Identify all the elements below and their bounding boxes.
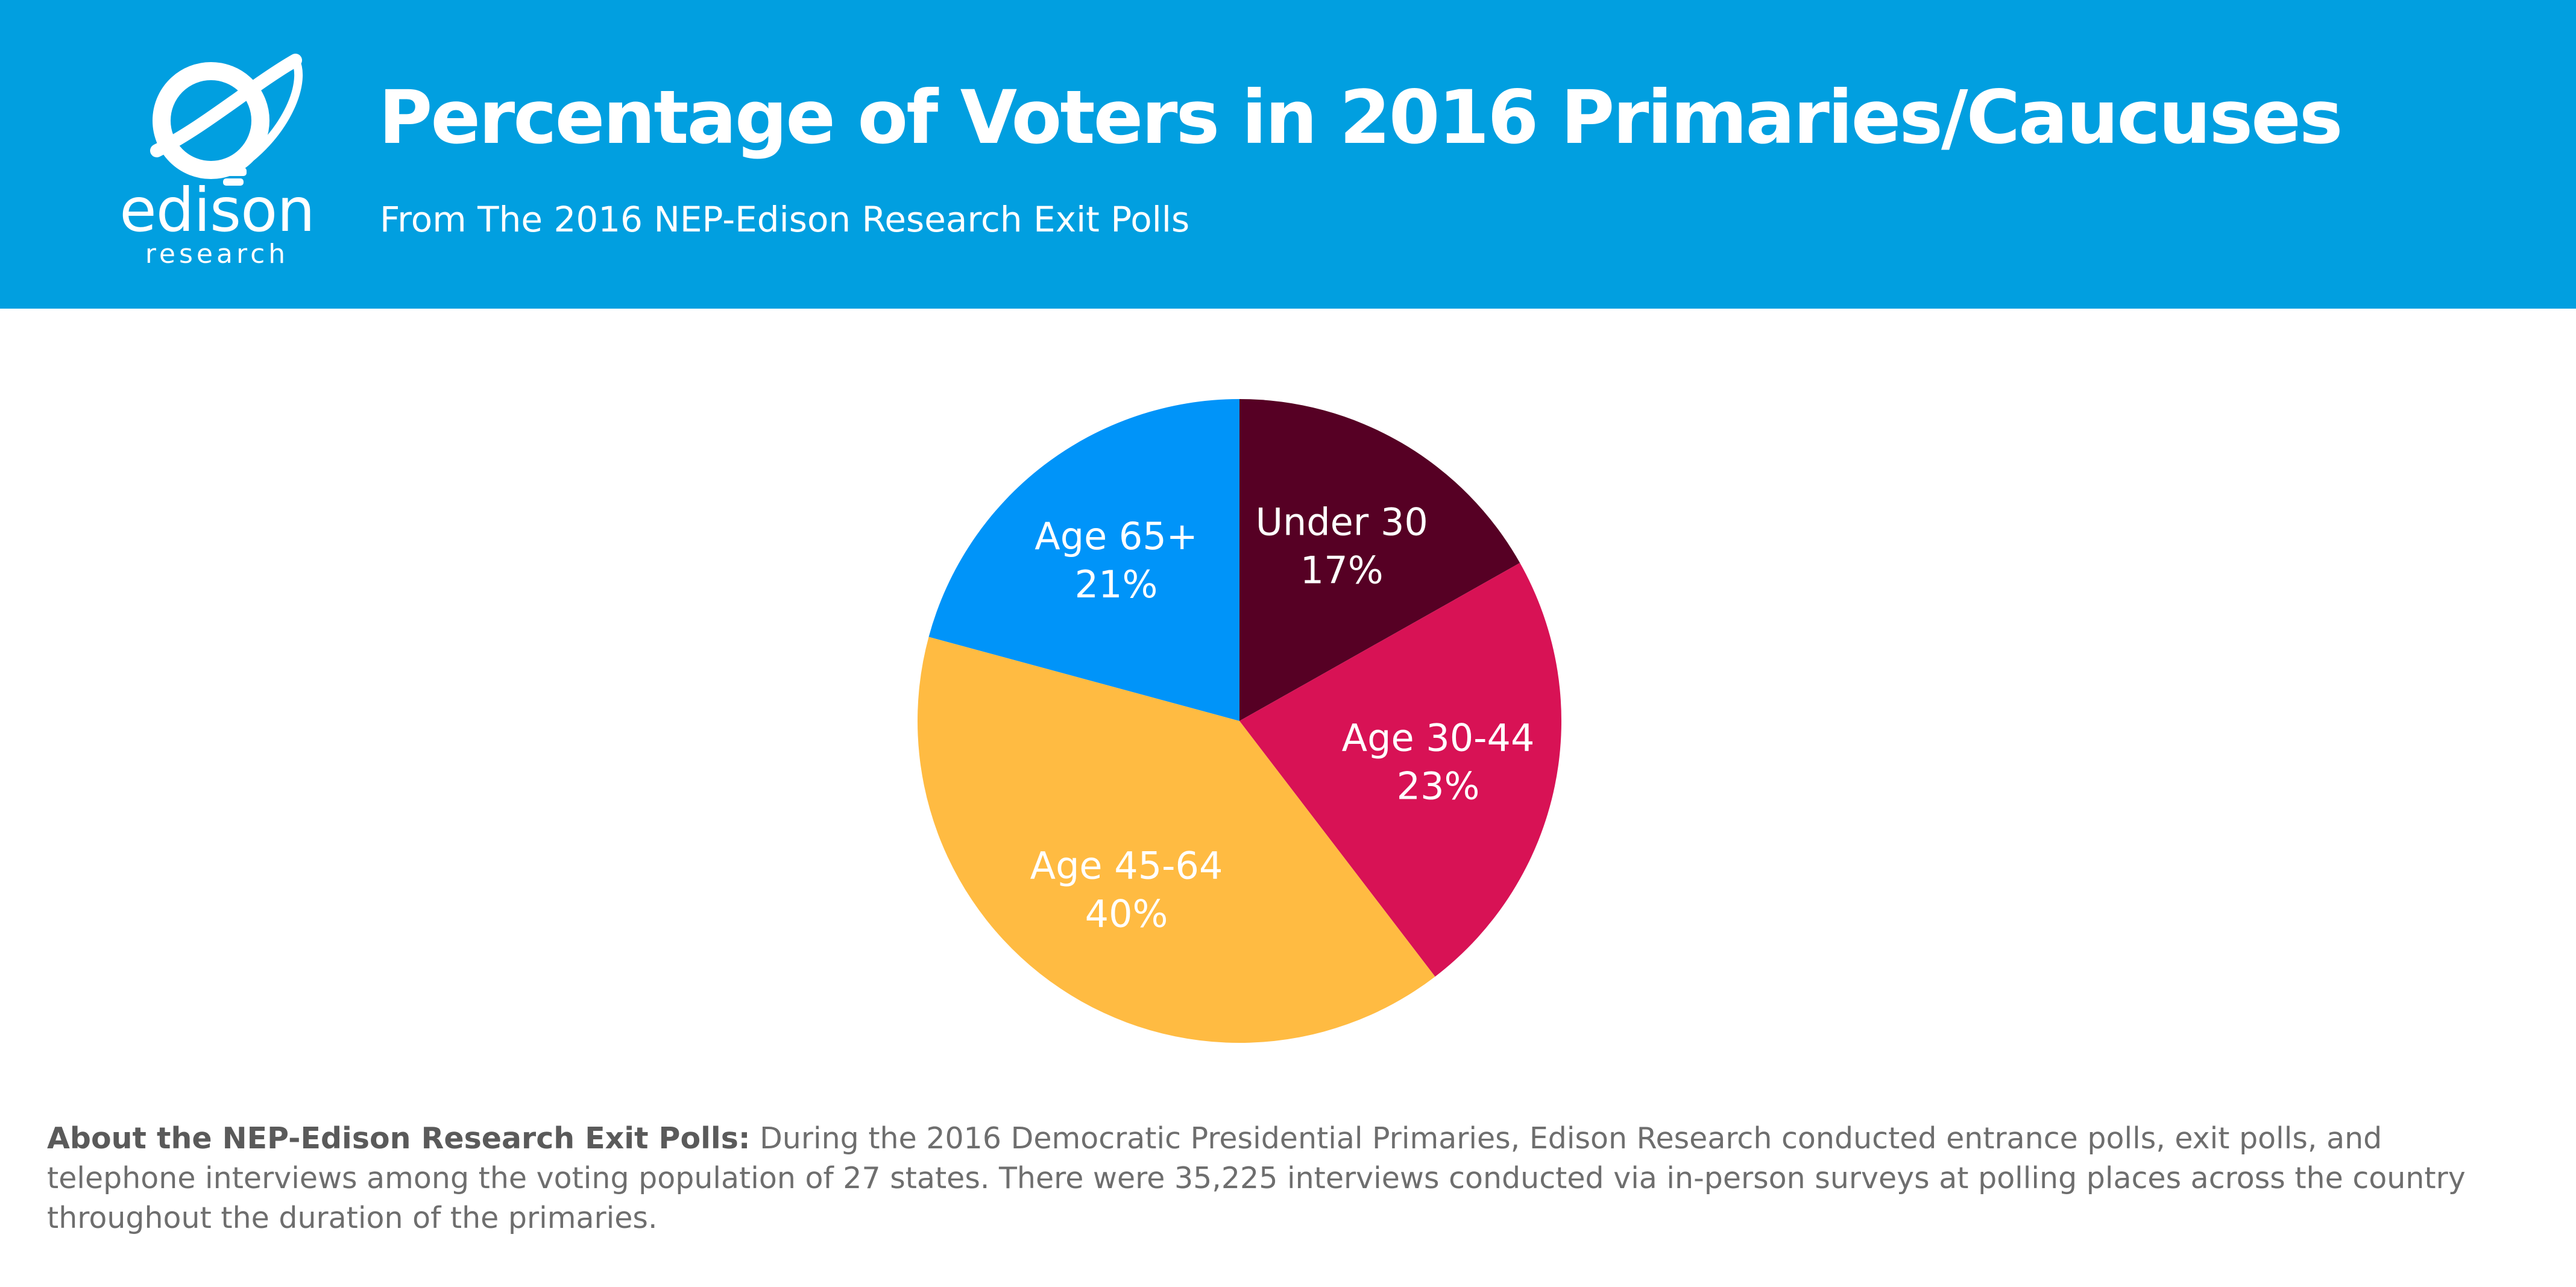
lightbulb-orbit-icon (150, 54, 303, 186)
footer-note: About the NEP-Edison Research Exit Polls… (47, 1119, 2531, 1238)
page-title: Percentage of Voters in 2016 Primaries/C… (379, 75, 2343, 160)
pie-slice-age-45-64 (918, 637, 1435, 1043)
slice-label-age-65-plus: Age 65+ (1034, 514, 1197, 558)
page-subtitle: From The 2016 NEP-Edison Research Exit P… (380, 199, 1190, 240)
slice-label-age-45-64: Age 45-64 (1030, 843, 1223, 887)
header-banner: edison research Percentage of Voters in … (0, 0, 2576, 309)
slice-value-under-30: 17% (1300, 549, 1384, 593)
pie-slice-age-65-plus (928, 399, 1239, 721)
slice-value-age-65-plus: 21% (1075, 562, 1158, 606)
logo-tagline: research (145, 239, 289, 269)
logo-wordmark: edison (119, 175, 315, 245)
pie-slice-age-30-44 (1239, 562, 1561, 977)
slice-label-under-30: Under 30 (1256, 500, 1428, 544)
slice-value-age-45-64: 40% (1085, 892, 1168, 936)
slice-label-age-30-44: Age 30-44 (1342, 716, 1535, 760)
footer-heading: About the NEP-Edison Research Exit Polls… (47, 1121, 751, 1156)
footer-text: During the 2016 Democratic Presidential … (47, 1121, 2466, 1235)
pie-slices (918, 399, 1561, 1043)
slice-value-age-30-44: 23% (1397, 764, 1480, 808)
edison-logo: edison research (115, 48, 320, 271)
pie-slice-under-30 (1239, 399, 1520, 721)
